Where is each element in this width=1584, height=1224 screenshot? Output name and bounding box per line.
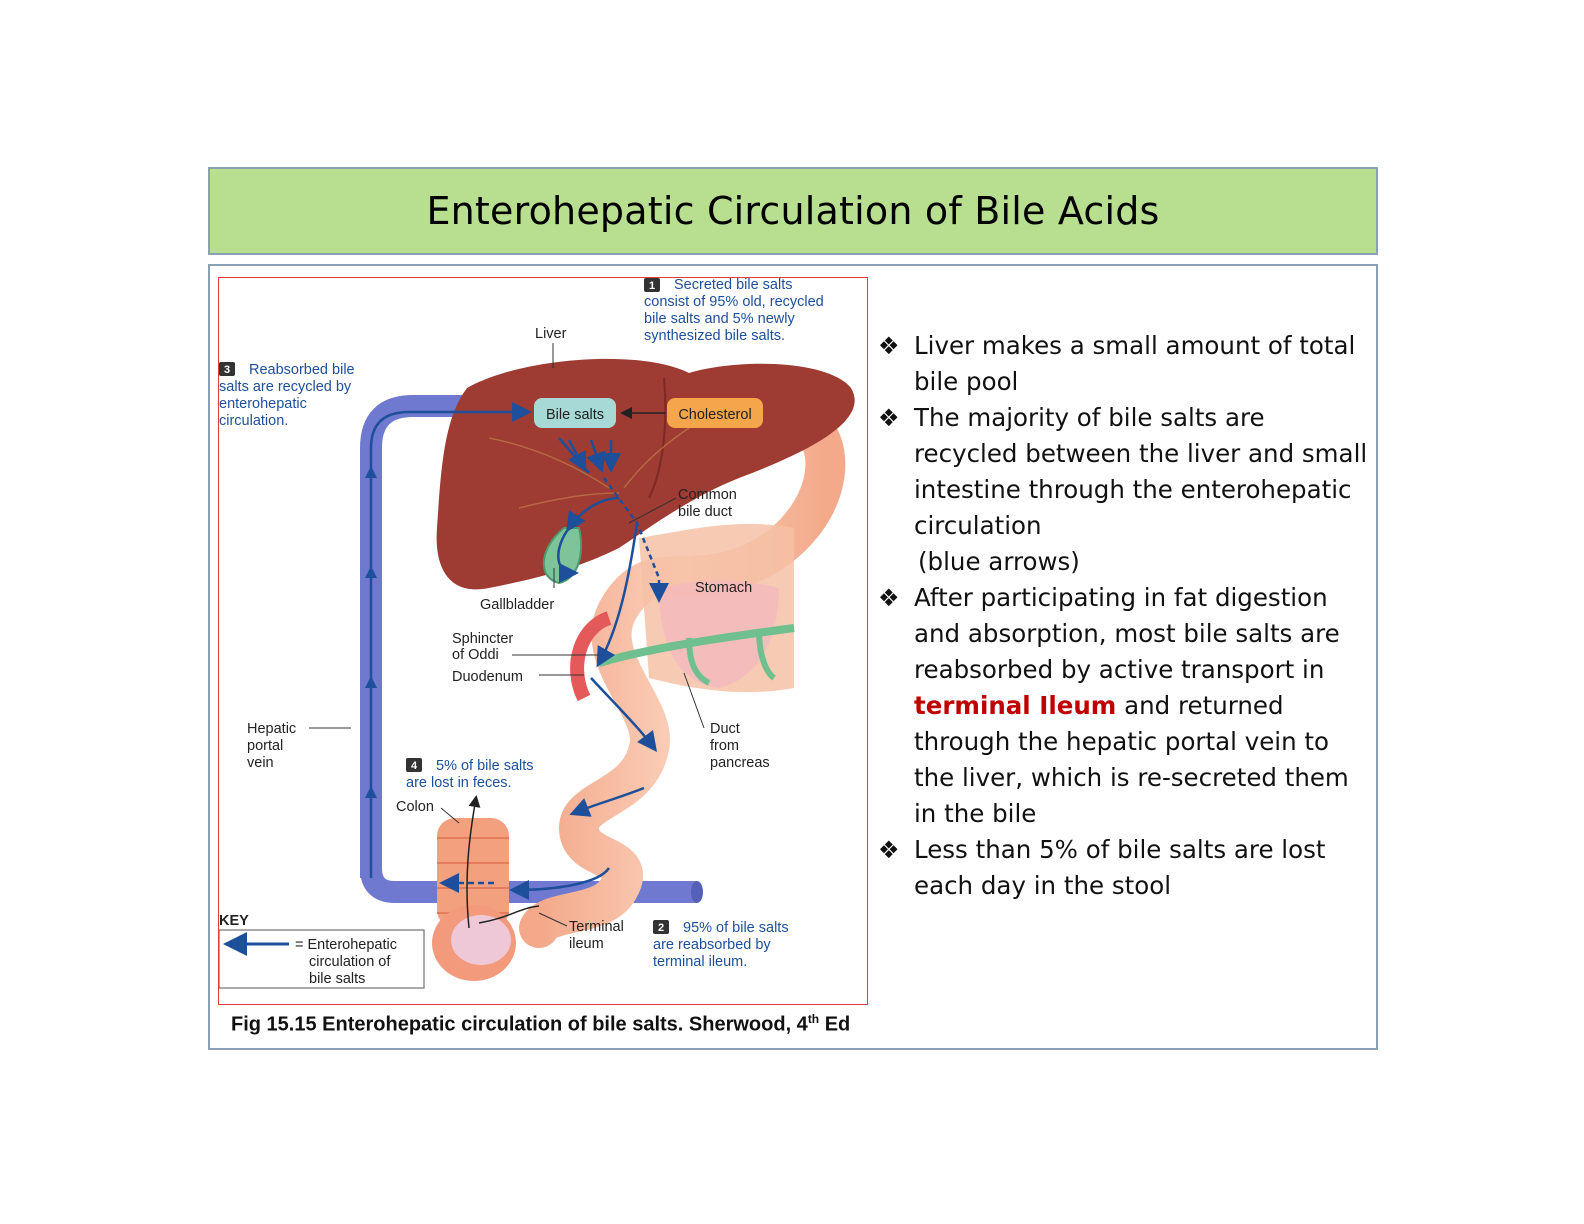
cholesterol-label: Cholesterol	[678, 407, 751, 423]
svg-text:Secreted bile salts: Secreted bile salts	[674, 278, 792, 293]
svg-text:circulation of: circulation of	[309, 954, 391, 970]
note-4: 4 5% of bile salts are lost in feces.	[406, 758, 534, 791]
duct-label-3: pancreas	[710, 755, 770, 771]
stomach-intestine	[519, 388, 846, 948]
bullet-item: ❖ Liver makes a small amount of total bi…	[878, 328, 1368, 400]
diamond-bullet-icon: ❖	[878, 584, 900, 612]
hepatic-label-1: Hepatic	[247, 721, 296, 737]
sphincter-label-2: of Oddi	[452, 647, 499, 663]
feces-arrow	[466, 795, 540, 929]
svg-text:terminal ileum.: terminal ileum.	[653, 954, 747, 970]
svg-text:enterohepatic: enterohepatic	[219, 396, 307, 412]
common-bile-duct-label-2: bile duct	[678, 504, 732, 520]
bullet-item: ❖ Less than 5% of bile salts are lost ea…	[878, 832, 1368, 904]
hepatic-label-3: vein	[247, 755, 274, 771]
terminal-ileum-highlight: terminal Ileum	[914, 691, 1117, 720]
leader-lines	[309, 343, 705, 927]
terminal-ileum-label-1: Terminal	[569, 919, 624, 935]
bile-circulation-diagram: Bile salts Cholesterol	[219, 278, 855, 989]
diamond-bullet-icon: ❖	[878, 836, 900, 864]
diamond-bullet-icon: ❖	[878, 404, 900, 432]
liver-label: Liver	[535, 326, 567, 342]
svg-text:95% of bile salts: 95% of bile salts	[683, 920, 789, 936]
svg-text:3: 3	[224, 364, 230, 376]
cholesterol-box: Cholesterol	[667, 398, 763, 428]
svg-text:salts are recycled by: salts are recycled by	[219, 379, 352, 395]
svg-text:are reabsorbed by: are reabsorbed by	[653, 937, 771, 953]
colon-label: Colon	[396, 799, 434, 815]
svg-text:Reabsorbed bile: Reabsorbed bile	[249, 362, 355, 378]
bullet-item: ❖ The majority of bile salts are recycle…	[878, 400, 1368, 580]
svg-text:bile salts and 5% newly: bile salts and 5% newly	[644, 311, 795, 327]
bile-salts-label: Bile salts	[546, 407, 604, 423]
note-3: 3 Reabsorbed bile salts are recycled by …	[219, 362, 355, 429]
circulation-arrows	[369, 402, 669, 900]
terminal-ileum-label-2: ileum	[569, 936, 604, 952]
svg-text:= Enterohepatic: = Enterohepatic	[295, 937, 397, 953]
duodenum-label: Duodenum	[452, 669, 523, 685]
figure-caption: Fig 15.15 Enterohepatic circulation of b…	[231, 1012, 851, 1036]
svg-text:consist of 95% old, recycled: consist of 95% old, recycled	[644, 294, 824, 310]
figure-frame: Bile salts Cholesterol	[218, 277, 868, 1005]
colon	[432, 818, 516, 981]
duct-label-2: from	[710, 738, 739, 754]
bullet-list: ❖ Liver makes a small amount of total bi…	[878, 328, 1368, 904]
svg-text:4: 4	[411, 760, 418, 772]
title-banner: Enterohepatic Circulation of Bile Acids	[208, 167, 1378, 255]
svg-text:circulation.: circulation.	[219, 413, 288, 429]
key-title: KEY	[219, 913, 249, 929]
bile-salts-box: Bile salts	[534, 398, 616, 428]
svg-text:bile salts: bile salts	[309, 971, 365, 987]
stomach-label: Stomach	[695, 580, 752, 596]
note-1: 1 Secreted bile salts consist of 95% old…	[644, 278, 824, 344]
sphincter-label-1: Sphincter	[452, 631, 513, 647]
gallbladder-label: Gallbladder	[480, 597, 554, 613]
svg-text:are lost in feces.: are lost in feces.	[406, 775, 512, 791]
note-2: 2 95% of bile salts are reabsorbed by te…	[653, 920, 789, 970]
pancreatic-duct	[597, 624, 795, 686]
duct-label-1: Duct	[710, 721, 740, 737]
common-bile-duct-label-1: Common	[678, 487, 737, 503]
portal-up-arrows	[365, 466, 377, 798]
svg-text:2: 2	[658, 922, 664, 934]
svg-text:1: 1	[649, 280, 655, 292]
bullet-item: ❖ After participating in fat digestion a…	[878, 580, 1368, 832]
page-title: Enterohepatic Circulation of Bile Acids	[426, 189, 1160, 233]
hepatic-label-2: portal	[247, 738, 283, 754]
svg-text:5% of bile salts: 5% of bile salts	[436, 758, 534, 774]
key-legend: KEY = Enterohepatic circulation of bile …	[219, 913, 425, 989]
svg-text:synthesized bile salts.: synthesized bile salts.	[644, 328, 785, 344]
diamond-bullet-icon: ❖	[878, 332, 900, 360]
